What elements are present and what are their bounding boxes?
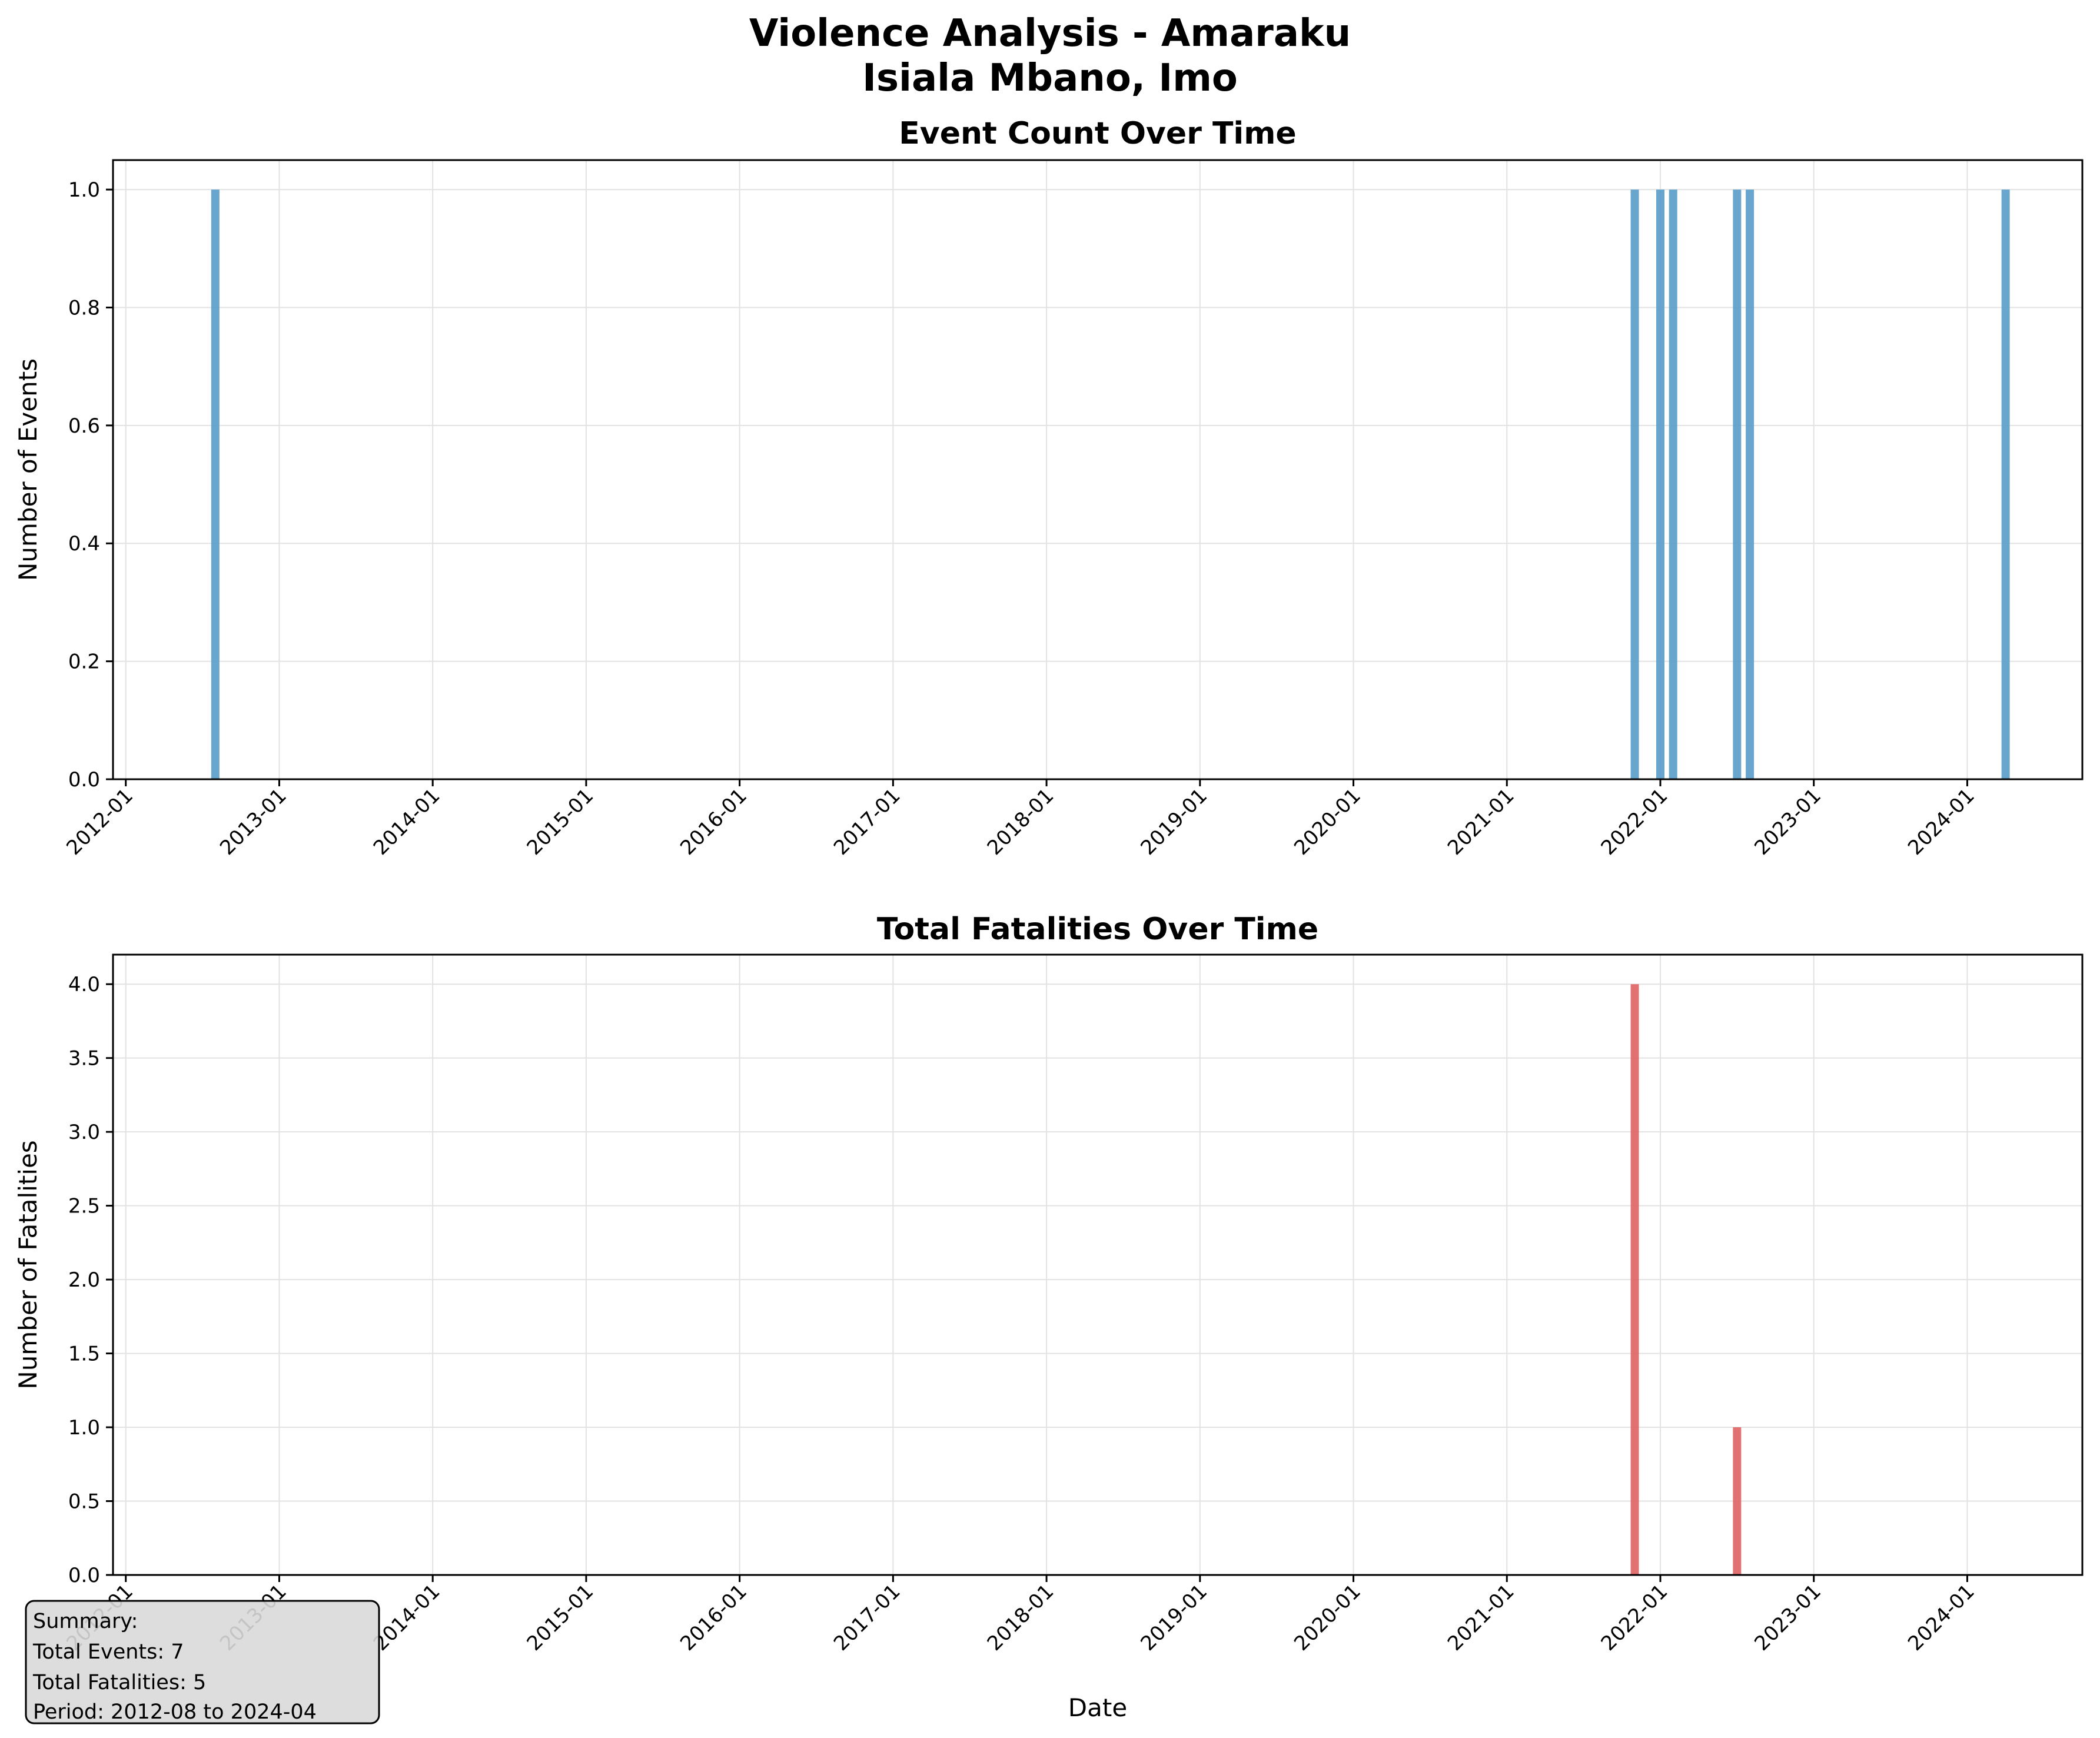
figure-title-line2: Isiala Mbano, Imo (862, 57, 1238, 100)
fatalities-x-axis-label: Date (1068, 1693, 1127, 1722)
fatalities-y-tick-label: 0.0 (68, 1564, 100, 1587)
events-chart-title: Event Count Over Time (899, 116, 1296, 151)
fatalities-bars (1630, 984, 1742, 1575)
events-bar (1746, 190, 1755, 780)
events-y-tick-label: 0.0 (68, 768, 100, 792)
fatalities-y-tick-label: 4.0 (68, 973, 100, 996)
events-y-tick-label: 0.8 (68, 296, 100, 320)
summary-heading: Summary: (33, 1610, 138, 1633)
summary-box-background (25, 1600, 380, 1724)
fatalities-y-tick-label: 3.5 (68, 1047, 100, 1071)
events-y-axis-label: Number of Events (14, 358, 42, 581)
summary-total-fatalities: Total Fatalities: 5 (32, 1671, 206, 1694)
fatalities-bar (1630, 984, 1639, 1575)
fatalities-y-tick-label: 0.5 (68, 1490, 100, 1514)
events-bars (211, 190, 2010, 780)
events-grid (113, 160, 2082, 780)
events-bar (1733, 190, 1742, 780)
events-y-tick-label: 0.4 (68, 532, 100, 556)
events-y-ticks: 0.0 0.2 0.4 0.6 0.8 1.0 (68, 178, 113, 792)
events-y-tick-label: 1.0 (68, 178, 100, 202)
summary-total-events: Total Events: 7 (32, 1640, 184, 1664)
fatalities-grid (113, 955, 2082, 1576)
events-bar (1656, 190, 1664, 780)
events-y-tick-label: 0.6 (68, 414, 100, 438)
events-y-tick-label: 0.2 (68, 650, 100, 674)
fatalities-y-tick-label: 2.0 (68, 1268, 100, 1292)
events-bar (2001, 190, 2010, 780)
fatalities-y-tick-label: 2.5 (68, 1195, 100, 1218)
fatalities-bar (1733, 1427, 1742, 1575)
fatalities-chart-title: Total Fatalities Over Time (877, 912, 1318, 947)
fatalities-y-tick-label: 1.0 (68, 1416, 100, 1440)
events-bar (1669, 190, 1677, 780)
fatalities-y-ticks: 0.0 0.5 1.0 1.5 2.0 2.5 3.0 3.5 4.0 (68, 973, 113, 1587)
fatalities-y-tick-label: 1.5 (68, 1342, 100, 1366)
summary-period: Period: 2012-08 to 2024-04 (33, 1700, 317, 1724)
figure-title-line1: Violence Analysis - Amaraku (749, 12, 1351, 55)
events-axes-frame (112, 159, 2084, 780)
events-bar (211, 190, 220, 780)
fatalities-y-tick-label: 3.0 (68, 1121, 100, 1144)
events-bar (1630, 190, 1639, 780)
summary-box: Summary: Total Events: 7 Total Fatalitie… (25, 1600, 380, 1724)
fatalities-axes-frame (112, 953, 2084, 1576)
fatalities-y-axis-label: Number of Fatalities (14, 1140, 42, 1389)
